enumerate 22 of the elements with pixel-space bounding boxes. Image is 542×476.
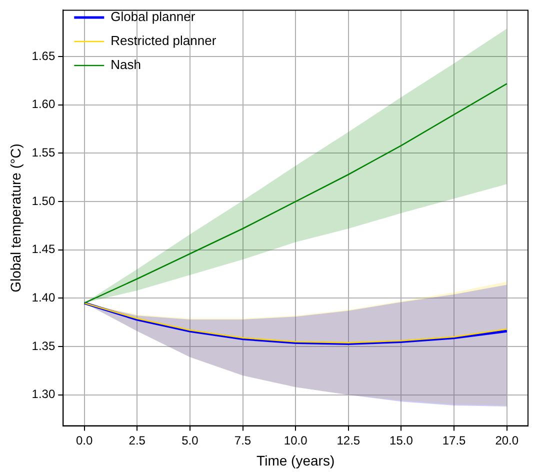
y-axis-title: Global temperature (°C) — [7, 144, 24, 292]
x-tick-label: 20.0 — [495, 433, 519, 448]
y-tick-label: 1.45 — [32, 242, 56, 256]
y-tick-label: 1.65 — [32, 48, 56, 63]
y-tick-label: 1.55 — [32, 146, 56, 160]
x-tick-label: 15.0 — [390, 433, 414, 448]
legend-label: Global planner — [110, 9, 196, 24]
x-tick-label: 10.0 — [284, 433, 308, 448]
x-tick-label: 0.0 — [76, 433, 93, 448]
x-tick-label: 12.5 — [336, 433, 360, 448]
x-tick-label: 2.5 — [128, 433, 146, 448]
x-tick-label: 7.5 — [234, 433, 252, 448]
x-tick-label: 5.0 — [182, 433, 199, 448]
y-tick-label: 1.35 — [32, 338, 56, 353]
legend-label: Restricted planner — [110, 33, 217, 48]
x-tick-label: 17.5 — [442, 433, 466, 448]
x-axis-title: Time (years) — [256, 452, 335, 468]
y-tick-label: 1.50 — [32, 194, 56, 208]
legend-label: Nash — [110, 57, 142, 72]
y-tick-label: 1.30 — [32, 387, 56, 402]
y-tick-label: 1.60 — [32, 97, 56, 112]
y-tick-label: 1.40 — [32, 290, 56, 305]
